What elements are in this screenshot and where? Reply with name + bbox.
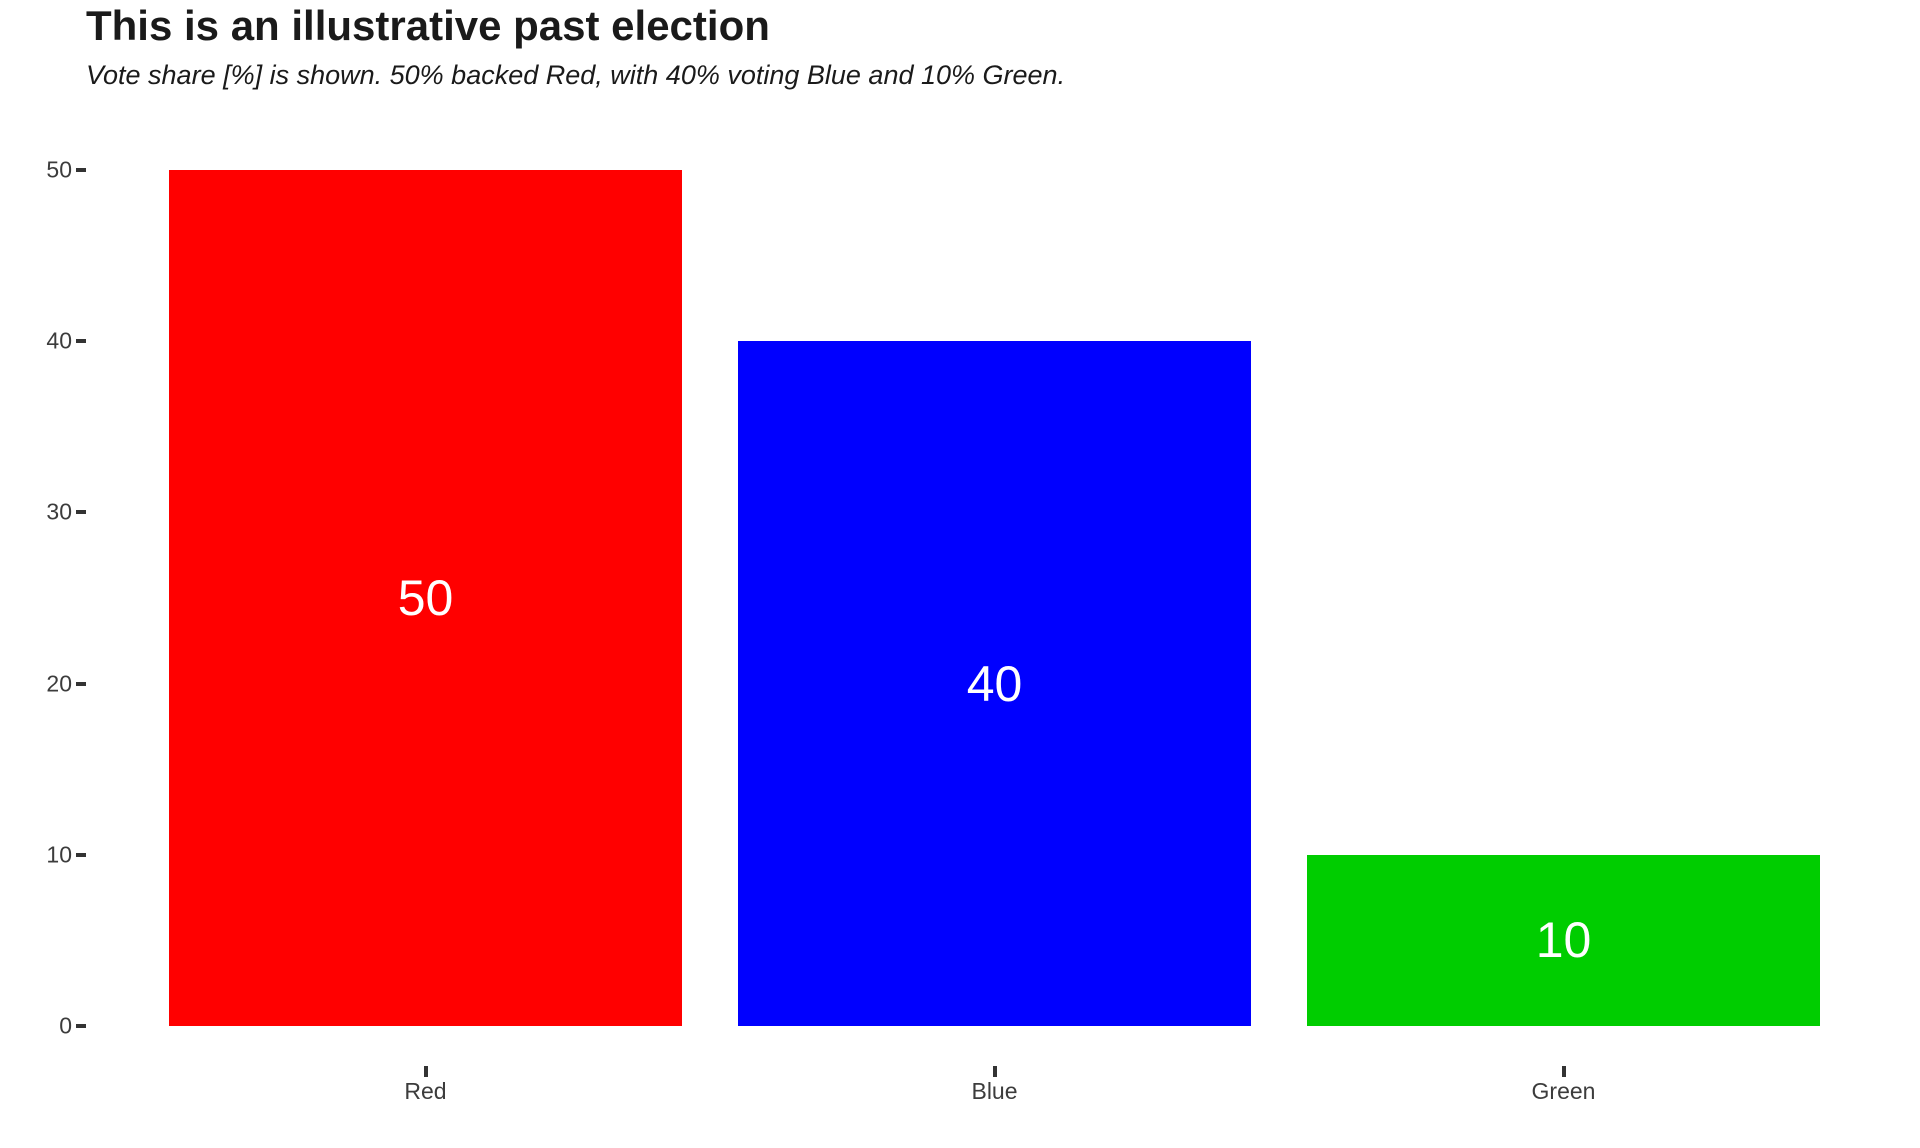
y-tick-label-10: 10 [46,841,72,868]
bar-blue [738,341,1251,1026]
x-tick-label-blue: Blue [971,1078,1018,1104]
y-tick-mark [76,168,86,172]
bar-green [1307,854,1820,1026]
bar-red [169,170,682,1026]
chart-title: This is an illustrative past election [86,2,770,49]
x-tick-label-red: Red [404,1078,447,1104]
bar-value-label-blue: 40 [966,655,1023,712]
x-tick-mark [992,1066,997,1077]
y-tick-mark [76,339,86,344]
x-tick-mark [423,1066,428,1077]
chart-subtitle: Vote share [%] is shown. 50% backed Red,… [86,60,1066,90]
y-tick-mark [76,510,86,515]
y-tick-mark [76,1024,86,1028]
x-tick-mark [1561,1066,1566,1077]
bar-value-label-red: 50 [397,570,454,626]
x-tick-label-green: Green [1531,1078,1596,1104]
y-tick-label-20: 20 [46,670,72,697]
y-tick-label-40: 40 [46,327,72,354]
y-tick-mark [76,681,86,686]
y-tick-label-50: 50 [46,156,72,183]
y-tick-label-30: 30 [46,498,72,525]
y-tick-mark [76,852,86,857]
y-tick-label-0: 0 [59,1012,72,1039]
bar-value-label-green: 10 [1535,912,1592,969]
